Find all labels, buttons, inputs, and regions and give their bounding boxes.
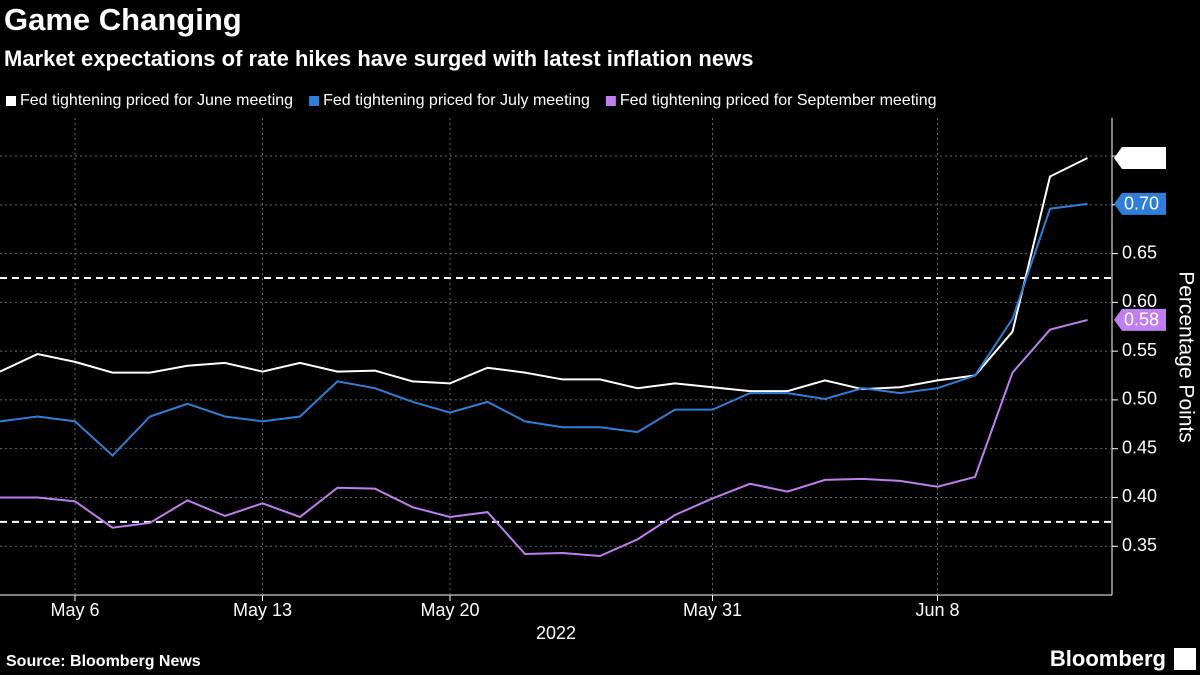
legend-swatch xyxy=(6,96,16,106)
y-axis-label: Percentage Points xyxy=(1174,271,1197,443)
y-tick-label: 0.55 xyxy=(1122,340,1157,360)
value-label: 0.70 xyxy=(1124,194,1159,214)
x-axis-label: 2022 xyxy=(536,623,576,643)
x-tick-label: May 20 xyxy=(420,600,479,620)
value-label-tag xyxy=(1114,146,1166,169)
legend-label: Fed tightening priced for June meeting xyxy=(20,92,293,109)
value-label: 0.75 xyxy=(1124,148,1159,168)
y-tick-label: 0.60 xyxy=(1122,291,1157,311)
y-tick-label: 0.65 xyxy=(1122,242,1157,262)
y-tick-label: 0.45 xyxy=(1122,437,1157,457)
x-tick-label: May 13 xyxy=(233,600,292,620)
legend-label: Fed tightening priced for July meeting xyxy=(323,92,590,109)
chart-subtitle: Market expectations of rate hikes have s… xyxy=(4,46,753,71)
x-tick-label: May 6 xyxy=(50,600,99,620)
chart-title: Game Changing xyxy=(4,2,242,37)
x-tick-label: Jun 8 xyxy=(915,600,959,620)
legend-swatch xyxy=(309,96,320,106)
brand: Bloomberg xyxy=(1050,646,1166,671)
legend-label: Fed tightening priced for September meet… xyxy=(620,92,937,109)
series-line xyxy=(0,318,1088,557)
value-label-tag xyxy=(1114,192,1166,215)
value-label: 0.58 xyxy=(1124,310,1159,330)
brand-icon xyxy=(1174,648,1196,670)
series-line xyxy=(0,202,1088,457)
source: Source: Bloomberg News xyxy=(6,653,201,670)
value-label-tag xyxy=(1114,308,1166,331)
y-tick-label: 0.40 xyxy=(1122,486,1157,506)
y-tick-label: 0.35 xyxy=(1122,535,1157,555)
x-tick-label: May 31 xyxy=(683,600,742,620)
series-line xyxy=(0,157,1088,393)
y-tick-label: 0.50 xyxy=(1122,389,1157,409)
legend-swatch xyxy=(605,96,616,106)
